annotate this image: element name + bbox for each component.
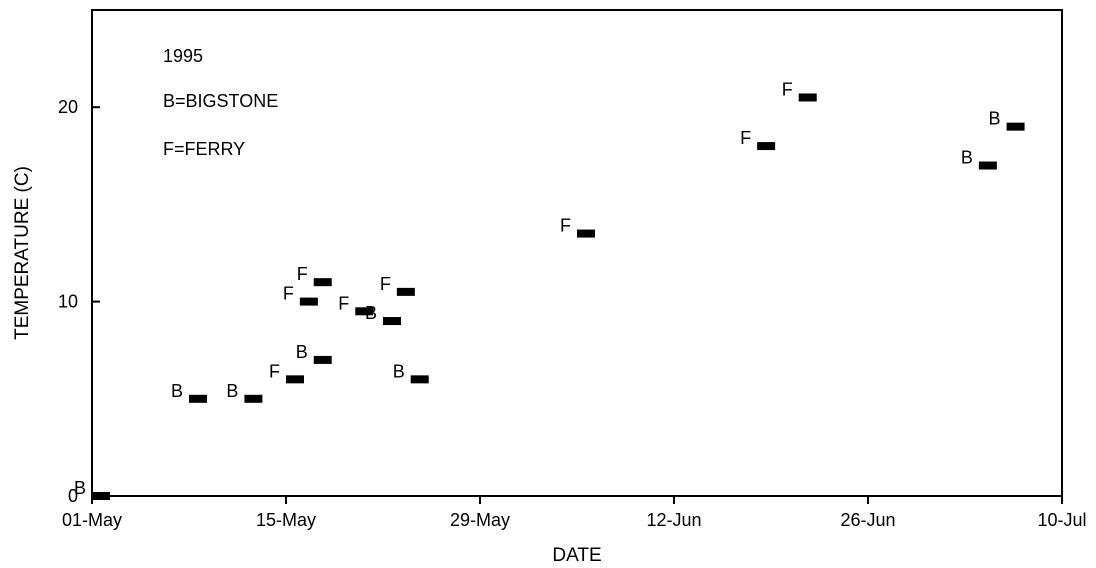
point-label: B bbox=[226, 381, 238, 401]
data-point-bigstone: B bbox=[989, 109, 1025, 131]
y-tick-label: 20 bbox=[58, 97, 78, 117]
point-label: F bbox=[380, 274, 391, 294]
point-label: B bbox=[393, 361, 405, 381]
plot-frame bbox=[91, 9, 1063, 497]
data-point-bigstone: B bbox=[961, 148, 997, 170]
point-label: B bbox=[989, 109, 1001, 129]
data-point-bigstone: B bbox=[171, 381, 207, 403]
data-point-ferry: F bbox=[380, 274, 415, 296]
y-axis-title: TEMPERATURE (C) bbox=[12, 166, 33, 340]
point-marker bbox=[798, 93, 817, 102]
data-point-bigstone: B bbox=[74, 478, 110, 500]
point-marker bbox=[577, 229, 595, 238]
data-point-ferry: F bbox=[782, 79, 817, 102]
point-marker bbox=[313, 355, 332, 364]
point-marker bbox=[299, 297, 318, 306]
point-label: F bbox=[740, 128, 751, 148]
data-point-ferry: F bbox=[283, 284, 318, 306]
legend: 1995 B=BIGSTONE F=FERRY bbox=[163, 46, 278, 159]
point-marker bbox=[383, 317, 401, 326]
point-marker bbox=[355, 307, 374, 316]
data-point-ferry: F bbox=[560, 216, 595, 238]
point-marker bbox=[410, 375, 429, 384]
x-tick-label: 10-Jul bbox=[1037, 510, 1086, 530]
x-axis-title: DATE bbox=[552, 545, 601, 566]
legend-bigstone: B=BIGSTONE bbox=[163, 91, 278, 111]
point-marker bbox=[757, 142, 776, 151]
legend-ferry: F=FERRY bbox=[163, 139, 245, 159]
point-marker bbox=[92, 492, 110, 500]
data-point-ferry: F bbox=[338, 293, 374, 316]
y-tick-label: 0 bbox=[68, 486, 78, 506]
point-marker bbox=[1006, 122, 1025, 131]
point-label: F bbox=[269, 361, 280, 381]
x-tick-label: 29-May bbox=[450, 510, 510, 530]
x-tick-label: 12-Jun bbox=[646, 510, 701, 530]
point-label: F bbox=[297, 264, 308, 284]
point-label: B bbox=[961, 148, 973, 168]
point-label: F bbox=[782, 79, 793, 99]
point-label: F bbox=[283, 284, 294, 304]
point-marker bbox=[313, 278, 332, 287]
point-label: B bbox=[171, 381, 183, 401]
x-axis-ticks: 01-May 15-May 29-May 12-Jun 26-Jun 10-Jul bbox=[62, 496, 1087, 530]
data-point-ferry: F bbox=[740, 128, 776, 151]
legend-year: 1995 bbox=[163, 46, 203, 66]
data-points: BBBBBBBBFFFFFFFF bbox=[74, 79, 1025, 500]
data-point-bigstone: B bbox=[296, 342, 332, 364]
point-label: F bbox=[338, 293, 349, 313]
point-label: B bbox=[296, 342, 308, 362]
point-marker bbox=[396, 287, 415, 296]
x-tick-label: 01-May bbox=[62, 510, 122, 530]
point-marker bbox=[978, 161, 997, 170]
y-tick-label: 10 bbox=[58, 292, 78, 312]
y-axis-ticks: 0 10 20 bbox=[58, 97, 100, 506]
point-marker bbox=[286, 375, 304, 384]
data-point-bigstone: B bbox=[393, 361, 429, 384]
x-tick-label: 26-Jun bbox=[840, 510, 895, 530]
point-label: B bbox=[74, 478, 86, 498]
data-point-ferry: F bbox=[297, 264, 332, 287]
point-marker bbox=[244, 394, 263, 403]
point-marker bbox=[189, 394, 207, 403]
data-point-ferry: F bbox=[269, 361, 304, 384]
data-point-bigstone: B bbox=[226, 381, 263, 403]
x-tick-label: 15-May bbox=[256, 510, 316, 530]
point-label: F bbox=[560, 216, 571, 236]
